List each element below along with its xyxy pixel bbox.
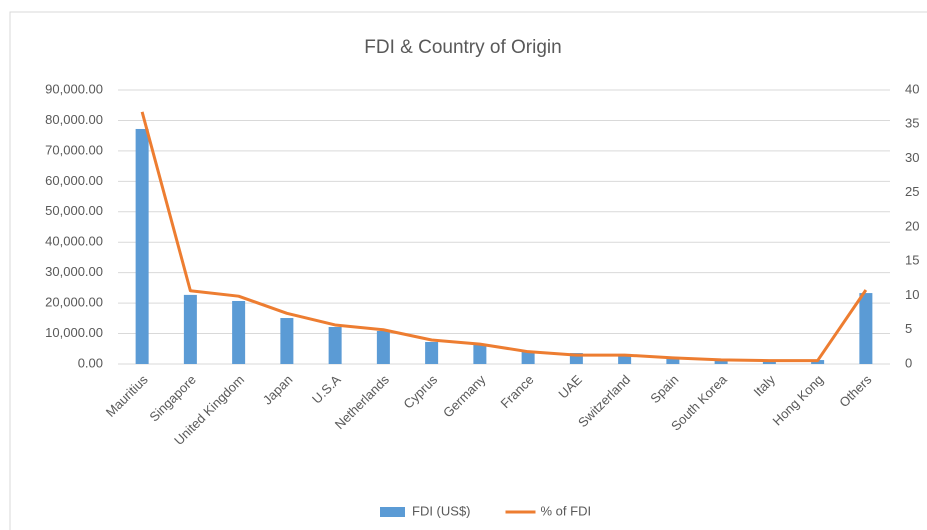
bar bbox=[521, 351, 535, 364]
y2-tick-label: 30 bbox=[905, 150, 919, 165]
chart-frame bbox=[9, 11, 927, 530]
y-tick-label: 60,000.00 bbox=[45, 173, 103, 188]
legend-label: % of FDI bbox=[541, 503, 592, 518]
y-tick-label: 50,000.00 bbox=[45, 203, 103, 218]
x-tick-label: Mauritius bbox=[103, 372, 151, 420]
y2-tick-label: 0 bbox=[905, 355, 912, 370]
y-tick-label: 10,000.00 bbox=[45, 325, 103, 340]
x-tick-label: U.S.A bbox=[309, 372, 344, 407]
bar bbox=[618, 353, 632, 364]
y-tick-label: 90,000.00 bbox=[45, 81, 103, 96]
bar bbox=[376, 330, 390, 364]
bar bbox=[666, 356, 680, 364]
bar bbox=[280, 318, 294, 364]
x-tick-label: Others bbox=[836, 372, 875, 411]
bar bbox=[183, 294, 197, 364]
x-tick-label: Italy bbox=[750, 372, 778, 400]
bar bbox=[859, 293, 873, 364]
chart-title: FDI & Country of Origin bbox=[364, 37, 561, 58]
y-tick-label: 80,000.00 bbox=[45, 112, 103, 127]
y2-tick-label: 5 bbox=[905, 321, 912, 336]
y2-tick-label: 40 bbox=[905, 81, 919, 96]
y2-tick-label: 20 bbox=[905, 218, 919, 233]
bar bbox=[135, 128, 149, 364]
y2-tick-label: 35 bbox=[905, 116, 919, 131]
x-tick-label: UAE bbox=[555, 372, 585, 402]
x-tick-label: Japan bbox=[260, 372, 296, 408]
x-tick-label: Spain bbox=[647, 372, 681, 406]
legend-swatch bbox=[380, 507, 405, 517]
y-tick-label: 40,000.00 bbox=[45, 234, 103, 249]
bar bbox=[232, 300, 246, 364]
x-tick-label: France bbox=[497, 372, 536, 411]
bar bbox=[473, 345, 487, 364]
y-tick-label: 30,000.00 bbox=[45, 264, 103, 279]
y2-tick-label: 25 bbox=[905, 184, 919, 199]
bar bbox=[328, 327, 342, 364]
legend-label: FDI (US$) bbox=[412, 503, 471, 518]
line bbox=[140, 111, 868, 363]
x-tick-label: Germany bbox=[440, 372, 489, 421]
x-tick-label: Switzerland bbox=[575, 372, 633, 430]
y2-tick-label: 10 bbox=[905, 287, 919, 302]
y-tick-label: 0.00 bbox=[78, 355, 103, 370]
y-tick-label: 70,000.00 bbox=[45, 142, 103, 157]
bar bbox=[425, 341, 439, 364]
bar bbox=[569, 353, 583, 364]
bar bbox=[714, 359, 728, 364]
x-tick-label: Cyprus bbox=[400, 372, 440, 412]
y-tick-label: 20,000.00 bbox=[45, 295, 103, 310]
y2-tick-label: 15 bbox=[905, 253, 919, 268]
x-tick-label: Hong Kong bbox=[770, 372, 827, 429]
